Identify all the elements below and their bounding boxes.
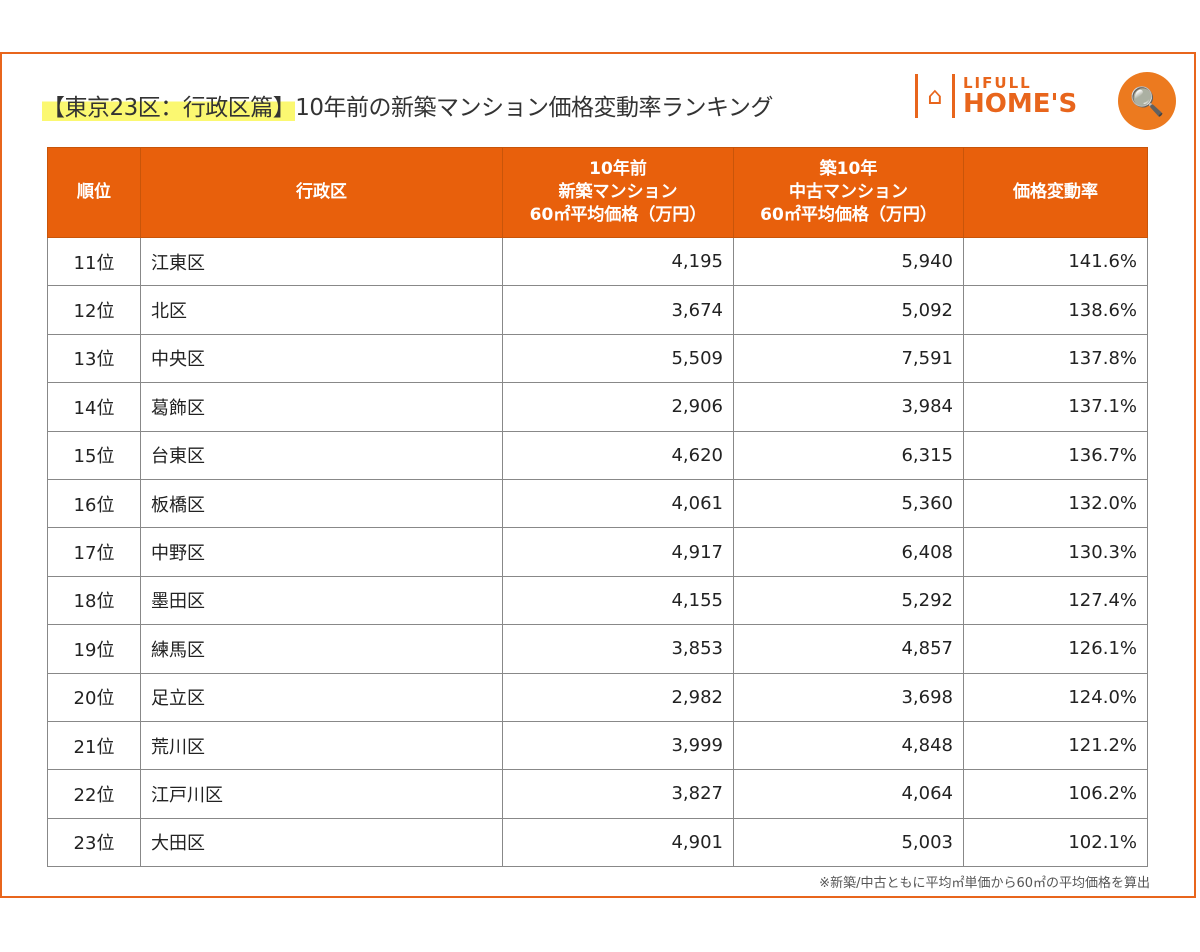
table-cell: 3,984 <box>733 382 964 432</box>
mascot-icon: 🔍 <box>1118 72 1176 130</box>
table-cell: 121.2% <box>963 720 1148 771</box>
table-cell: 4,620 <box>502 430 734 480</box>
table-cell: 5,360 <box>733 478 964 529</box>
table-row: 17位 中野区 4,917 6,408 130.3% <box>47 527 1148 577</box>
table-cell: 江戸川区 <box>140 769 503 819</box>
table-row: 14位 葛飾区 2,906 3,984 137.1% <box>47 382 1148 432</box>
table-cell: 19位 <box>47 624 141 674</box>
table-row: 12位 北区 3,674 5,092 138.6% <box>47 285 1148 335</box>
logo-line1: LIFULL <box>963 73 1032 92</box>
table-cell: 5,509 <box>502 333 734 384</box>
title-text: 10年前の新築マンション価格変動率ランキング <box>295 95 773 121</box>
column-header: 築10年 中古マンション 60㎡平均価格（万円） <box>733 147 964 238</box>
table-cell: 4,195 <box>502 236 734 287</box>
table-row: 21位 荒川区 3,999 4,848 121.2% <box>47 720 1148 771</box>
table-cell: 板橋区 <box>140 478 503 529</box>
table-cell: 6,408 <box>733 527 964 577</box>
table-cell: 11位 <box>47 236 141 287</box>
table-cell: 4,901 <box>502 817 734 868</box>
table-cell: 15位 <box>47 430 141 480</box>
table-row: 23位 大田区 4,901 5,003 102.1% <box>47 817 1148 868</box>
table-row: 19位 練馬区 3,853 4,857 126.1% <box>47 624 1148 674</box>
table-cell: 137.8% <box>963 333 1148 384</box>
table-cell: 13位 <box>47 333 141 384</box>
table-cell: 4,857 <box>733 624 964 674</box>
table-row: 11位 江東区 4,195 5,940 141.6% <box>47 236 1148 287</box>
table-cell: 6,315 <box>733 430 964 480</box>
table-cell: 124.0% <box>963 672 1148 722</box>
table-row: 18位 墨田区 4,155 5,292 127.4% <box>47 575 1148 626</box>
table-cell: 葛飾区 <box>140 382 503 432</box>
table-cell: 126.1% <box>963 624 1148 674</box>
table-cell: 18位 <box>47 575 141 626</box>
column-header: 価格変動率 <box>963 147 1148 238</box>
table-row: 16位 板橋区 4,061 5,360 132.0% <box>47 478 1148 529</box>
table-cell: 130.3% <box>963 527 1148 577</box>
table-row: 20位 足立区 2,982 3,698 124.0% <box>47 672 1148 722</box>
table-cell: 3,674 <box>502 285 734 335</box>
table-cell: 5,092 <box>733 285 964 335</box>
table-cell: 137.1% <box>963 382 1148 432</box>
table-cell: 4,155 <box>502 575 734 626</box>
table-cell: 荒川区 <box>140 720 503 771</box>
table-row: 22位 江戸川区 3,827 4,064 106.2% <box>47 769 1148 819</box>
table-cell: 132.0% <box>963 478 1148 529</box>
table-cell: 5,940 <box>733 236 964 287</box>
table-cell: 17位 <box>47 527 141 577</box>
table-cell: 大田区 <box>140 817 503 868</box>
table-cell: 5,003 <box>733 817 964 868</box>
page-title: 【東京23区：行政区篇】10年前の新築マンション価格変動率ランキング <box>42 88 773 122</box>
table-cell: 台東区 <box>140 430 503 480</box>
table-cell: 16位 <box>47 478 141 529</box>
house-icon: ⌂ <box>915 74 955 118</box>
table-cell: 江東区 <box>140 236 503 287</box>
table-cell: 102.1% <box>963 817 1148 868</box>
table-cell: 3,999 <box>502 720 734 771</box>
table-cell: 3,698 <box>733 672 964 722</box>
table-cell: 練馬区 <box>140 624 503 674</box>
frame <box>0 52 1196 898</box>
table-cell: 中央区 <box>140 333 503 384</box>
table-cell: 14位 <box>47 382 141 432</box>
table-cell: 4,064 <box>733 769 964 819</box>
table-cell: 138.6% <box>963 285 1148 335</box>
table-cell: 127.4% <box>963 575 1148 626</box>
table-cell: 墨田区 <box>140 575 503 626</box>
logo-line2: HOME'S <box>963 88 1078 119</box>
table-cell: 5,292 <box>733 575 964 626</box>
table-cell: 20位 <box>47 672 141 722</box>
table-cell: 4,917 <box>502 527 734 577</box>
ranking-table: 順位 行政区 10年前 新築マンション 60㎡平均価格（万円） 築10年 中古マンショ… <box>47 147 1148 868</box>
table-cell: 中野区 <box>140 527 503 577</box>
table-row: 15位 台東区 4,620 6,315 136.7% <box>47 430 1148 480</box>
column-header: 10年前 新築マンション 60㎡平均価格（万円） <box>502 147 734 238</box>
table-cell: 4,061 <box>502 478 734 529</box>
table-cell: 141.6% <box>963 236 1148 287</box>
table-cell: 21位 <box>47 720 141 771</box>
table-cell: 12位 <box>47 285 141 335</box>
table-cell: 3,827 <box>502 769 734 819</box>
table-cell: 2,906 <box>502 382 734 432</box>
table-cell: 22位 <box>47 769 141 819</box>
table-cell: 23位 <box>47 817 141 868</box>
column-header: 行政区 <box>140 147 503 238</box>
table-cell: 136.7% <box>963 430 1148 480</box>
table-cell: 北区 <box>140 285 503 335</box>
table-cell: 4,848 <box>733 720 964 771</box>
column-header: 順位 <box>47 147 141 238</box>
table-cell: 3,853 <box>502 624 734 674</box>
footnote: ※新築/中古ともに平均㎡単価から60㎡の平均価格を算出 <box>819 876 1150 891</box>
title-highlight: 【東京23区：行政区篇】 <box>42 95 296 121</box>
table-row: 13位 中央区 5,509 7,591 137.8% <box>47 333 1148 384</box>
table-cell: 足立区 <box>140 672 503 722</box>
table-cell: 2,982 <box>502 672 734 722</box>
table-cell: 7,591 <box>733 333 964 384</box>
lifull-homes-logo: ⌂ LIFULL HOME'S <box>915 74 1077 118</box>
table-cell: 106.2% <box>963 769 1148 819</box>
